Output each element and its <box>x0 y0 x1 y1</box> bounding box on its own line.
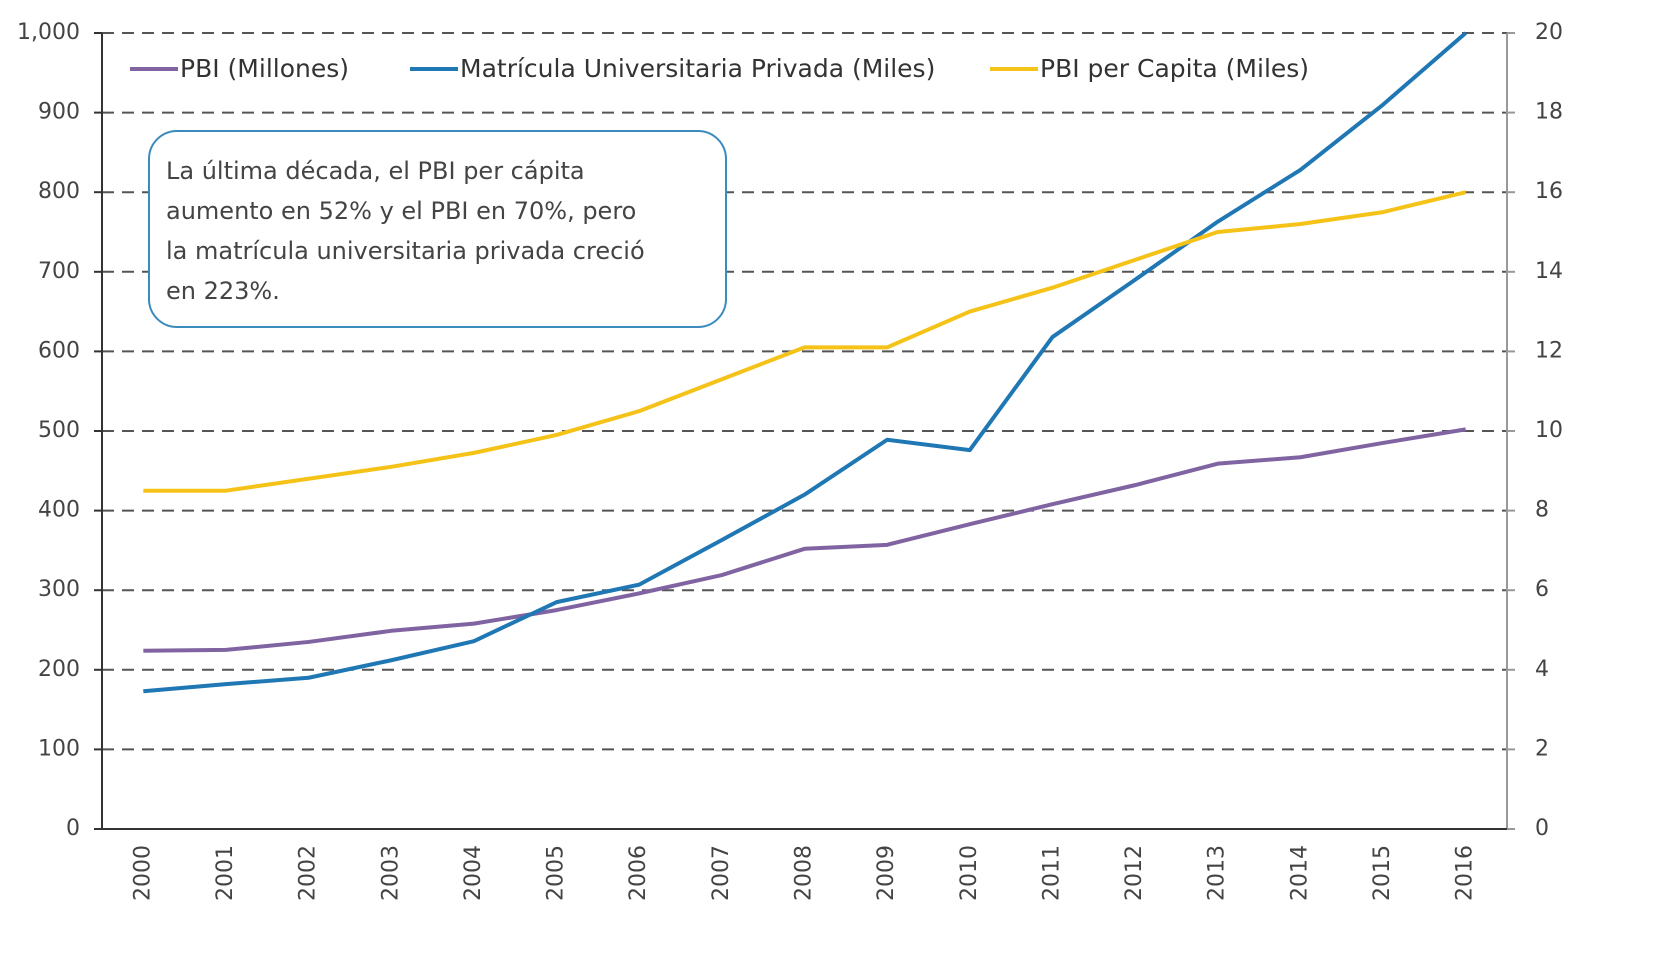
y2-tick-label: 12 <box>1535 338 1563 363</box>
y-tick-label: 900 <box>38 100 80 125</box>
y-tick-label: 500 <box>38 418 80 443</box>
x-tick-label: 2013 <box>1205 845 1230 901</box>
y-tick-label: 1,000 <box>17 20 80 45</box>
x-tick-label: 2016 <box>1453 845 1478 901</box>
annotation-text: en 223%. <box>166 277 280 305</box>
y-tick-label: 600 <box>38 338 80 363</box>
y-tick-label: 200 <box>38 657 80 682</box>
y2-tick-label: 2 <box>1535 736 1549 761</box>
x-tick-label: 2000 <box>130 845 155 901</box>
annotation-text: La última década, el PBI per cápita <box>166 157 585 185</box>
x-tick-label: 2004 <box>461 845 486 901</box>
y2-tick-label: 16 <box>1535 179 1563 204</box>
y-tick-label: 100 <box>38 736 80 761</box>
series-line <box>143 31 1467 694</box>
x-tick-label: 2007 <box>709 845 734 901</box>
x-tick-label: 2014 <box>1287 845 1312 901</box>
x-tick-label: 2001 <box>213 845 238 901</box>
y2-tick-label: 0 <box>1535 816 1549 841</box>
x-tick-label: 2008 <box>792 845 817 901</box>
y2-tick-label: 20 <box>1535 20 1563 45</box>
y2-tick-label: 18 <box>1535 100 1563 125</box>
y2-tick-label: 8 <box>1535 498 1549 523</box>
y2-tick-label: 6 <box>1535 577 1549 602</box>
legend-label: PBI (Millones) <box>180 54 349 83</box>
legend-label: PBI per Capita (Miles) <box>1040 54 1309 83</box>
legend-label: Matrícula Universitaria Privada (Miles) <box>460 54 935 83</box>
y-tick-label: 400 <box>38 498 80 523</box>
y2-tick-label: 14 <box>1535 259 1563 284</box>
series-line <box>143 190 1467 493</box>
y2-tick-label: 10 <box>1535 418 1563 443</box>
series-line <box>143 427 1466 653</box>
y-tick-label: 700 <box>38 259 80 284</box>
x-tick-label: 2011 <box>1039 845 1064 901</box>
x-tick-label: 2012 <box>1122 845 1147 901</box>
y-tick-label: 300 <box>38 577 80 602</box>
x-tick-label: 2002 <box>296 845 321 901</box>
x-tick-label: 2015 <box>1370 845 1395 901</box>
annotation-text: aumento en 52% y el PBI en 70%, pero <box>166 197 636 225</box>
x-tick-label: 2003 <box>378 845 403 901</box>
x-tick-label: 2009 <box>874 845 899 901</box>
annotation-box <box>148 130 727 328</box>
y-tick-label: 800 <box>38 179 80 204</box>
x-tick-label: 2005 <box>544 845 569 901</box>
annotation-text: la matrícula universitaria privada creci… <box>166 237 645 265</box>
y2-tick-label: 4 <box>1535 657 1549 682</box>
x-tick-label: 2006 <box>626 845 651 901</box>
x-tick-label: 2010 <box>957 845 982 901</box>
y-tick-label: 0 <box>66 816 80 841</box>
